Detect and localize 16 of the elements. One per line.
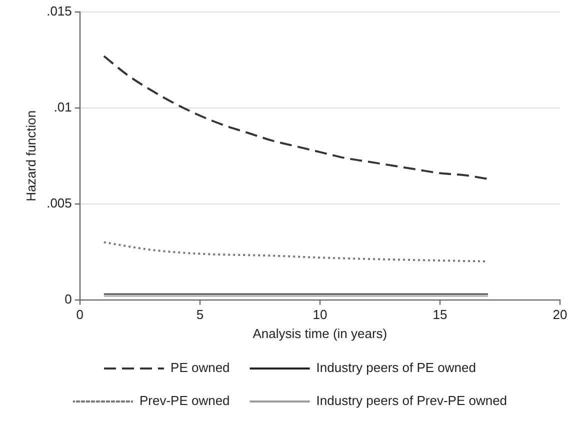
- x-tick-label: 5: [196, 307, 204, 322]
- legend-label: Prev-PE owned: [139, 393, 230, 408]
- legend-label: PE owned: [170, 360, 230, 376]
- legend-label: Industry peers of Prev-PE owned: [316, 393, 508, 408]
- y-tick-label: .015: [46, 4, 72, 19]
- line-series: [102, 55, 489, 180]
- x-tick-label: 20: [552, 307, 568, 322]
- x-tick-label: 10: [312, 307, 328, 322]
- y-tick-label: .005: [46, 195, 72, 210]
- x-tick-label: 0: [76, 307, 84, 322]
- y-tick-label: 0: [64, 291, 72, 306]
- legend-label: Industry peers of PE owned: [316, 360, 476, 376]
- y-axis-title: Hazard function: [23, 110, 38, 202]
- y-tick-label: .01: [54, 100, 72, 115]
- x-axis-title: Analysis time (in years): [252, 326, 388, 341]
- x-tick-label: 15: [432, 307, 448, 322]
